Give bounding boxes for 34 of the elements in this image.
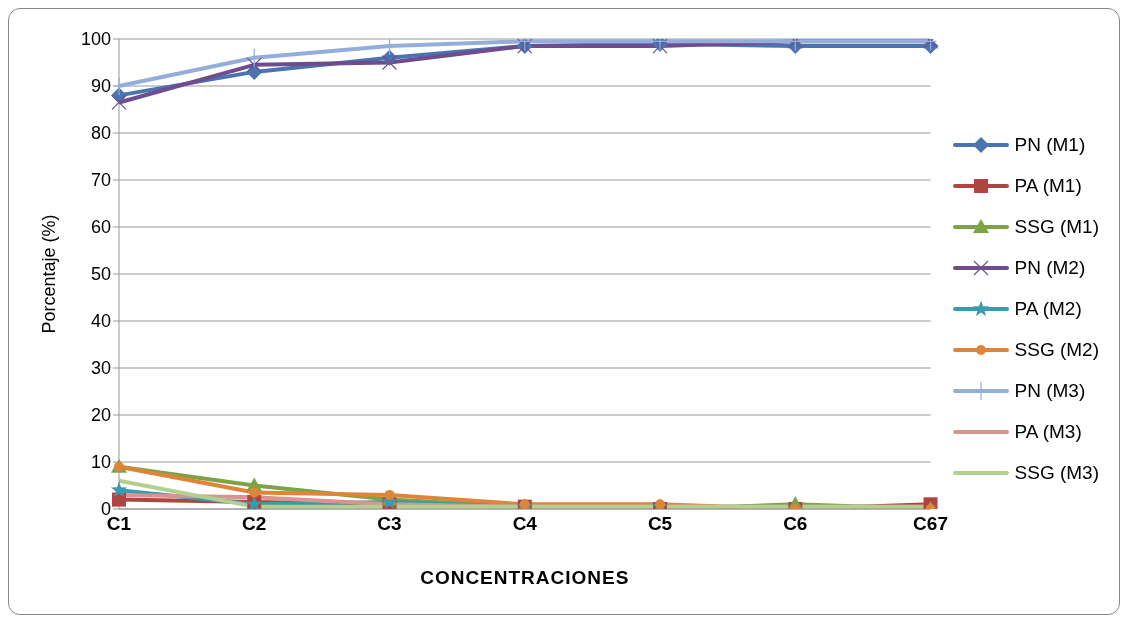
x-tick-label: C6 [783,513,808,535]
legend-label: PN (M3) [1014,380,1086,402]
y-tick-label: 70 [90,170,111,191]
legend-label: PA (M2) [1014,298,1082,320]
legend-label: PA (M3) [1014,421,1082,443]
point [381,54,398,71]
y-tick-label: 90 [90,76,111,97]
x-tick-label: C4 [512,513,538,535]
y-tick-label: 80 [90,123,111,144]
y-tick-label: 100 [80,29,111,50]
y-tick-label: 10 [90,452,111,473]
x-tick-label: C5 [647,513,673,535]
x-tick-label: C67 [913,513,948,535]
legend-label: SSG (M1) [1014,216,1099,238]
y-tick-label: 30 [90,358,111,379]
y-tick-label: 60 [90,217,111,238]
x-tick-label: C3 [377,513,402,535]
legend-label: SSG (M3) [1014,462,1099,484]
point [111,94,127,111]
y-tick-label: 40 [90,311,111,332]
legend-label: PN (M1) [1014,134,1086,156]
legend-label: PN (M2) [1014,257,1086,279]
legend-label: PA (M1) [1014,175,1082,197]
point [246,57,262,73]
x-tick-label: C2 [242,513,267,535]
point [384,489,395,500]
y-axis-title: Porcentaje (%) [39,214,60,334]
point [110,481,128,498]
legend-label: SSG (M2) [1014,339,1099,361]
point [249,487,260,498]
y-tick-label: 20 [90,405,111,426]
x-axis-title: CONCENTRACIONES [420,567,630,588]
point [247,48,261,68]
y-tick-label: 50 [90,264,111,285]
